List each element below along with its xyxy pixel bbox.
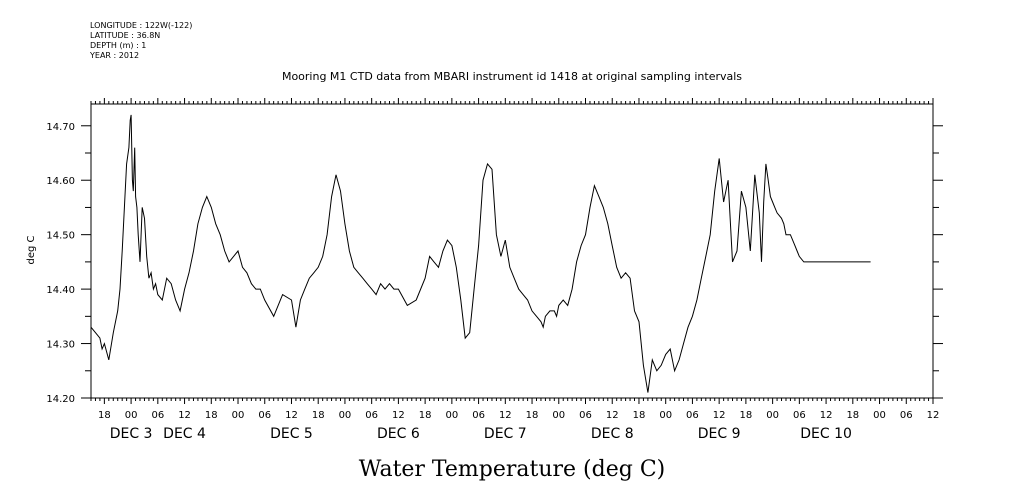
tick-marks xyxy=(81,98,943,404)
x-hour-label: 12 xyxy=(392,410,405,421)
x-hour-label: 18 xyxy=(419,410,432,421)
x-hour-label: 18 xyxy=(846,410,859,421)
x-hour-label: 12 xyxy=(820,410,833,421)
x-hour-label: 12 xyxy=(285,410,298,421)
x-hour-label: 06 xyxy=(258,410,271,421)
x-hour-label: 12 xyxy=(606,410,619,421)
x-hour-label: 12 xyxy=(713,410,726,421)
x-hour-label: 12 xyxy=(178,410,191,421)
year-label: YEAR : 2012 xyxy=(90,51,140,60)
longitude-label: LONGITUDE : 122W(-122) xyxy=(90,21,193,30)
metadata-block: LONGITUDE : 122W(-122) LATITUDE : 36.8N … xyxy=(90,21,192,61)
x-day-label: DEC 8 xyxy=(591,426,634,442)
x-hour-label: 00 xyxy=(766,410,779,421)
x-hour-label: 00 xyxy=(232,410,245,421)
x-axis-label: Water Temperature (deg C) xyxy=(359,457,666,482)
x-hour-label: 06 xyxy=(900,410,913,421)
x-hour-label: 06 xyxy=(686,410,699,421)
x-hour-label: 18 xyxy=(740,410,753,421)
plot-frame xyxy=(90,103,934,399)
x-hour-label: 18 xyxy=(526,410,539,421)
axes xyxy=(90,103,934,399)
x-hour-label: 06 xyxy=(472,410,485,421)
x-hour-label: 06 xyxy=(151,410,164,421)
x-hour-label: 18 xyxy=(633,410,646,421)
x-hour-label: 18 xyxy=(98,410,111,421)
x-hour-label: 00 xyxy=(552,410,565,421)
x-day-label: DEC 9 xyxy=(698,426,741,442)
x-hour-label: 18 xyxy=(312,410,325,421)
depth-label: DEPTH (m) : 1 xyxy=(90,41,147,50)
x-hour-label: 18 xyxy=(205,410,218,421)
x-hour-label: 00 xyxy=(873,410,886,421)
x-hour-label: 12 xyxy=(499,410,512,421)
x-hour-label: 00 xyxy=(445,410,458,421)
x-day-label: DEC 6 xyxy=(377,426,420,442)
y-tick-label: 14.20 xyxy=(46,394,75,405)
x-day-label: DEC 7 xyxy=(484,426,527,442)
y-tick-label: 14.50 xyxy=(46,231,75,242)
chart-title: Mooring M1 CTD data from MBARI instrumen… xyxy=(282,70,742,83)
x-day-label: DEC 4 xyxy=(163,426,206,442)
x-hour-label: 00 xyxy=(125,410,138,421)
temperature-series-line xyxy=(90,114,871,393)
x-hour-label: 06 xyxy=(365,410,378,421)
latitude-label: LATITUDE : 36.8N xyxy=(90,31,161,40)
tick-labels: 18 00 06 12 18 00 06 12 18 00 06 12 18 00 06 12 18 00 06 12… xyxy=(46,122,939,442)
x-day-label: DEC 10 xyxy=(800,426,852,442)
x-day-label: DEC 3 xyxy=(110,426,153,442)
y-tick-label: 14.60 xyxy=(46,176,75,187)
x-hour-label: 00 xyxy=(339,410,352,421)
y-tick-label: 14.70 xyxy=(46,122,75,133)
x-hour-label: 06 xyxy=(793,410,806,421)
x-hour-label: 12 xyxy=(927,410,940,421)
x-hour-label: 06 xyxy=(579,410,592,421)
y-tick-label: 14.40 xyxy=(46,285,75,296)
y-tick-label: 14.30 xyxy=(46,340,75,351)
x-hour-label: 00 xyxy=(659,410,672,421)
y-axis-label: deg C xyxy=(26,235,37,264)
x-day-label: DEC 5 xyxy=(270,426,313,442)
